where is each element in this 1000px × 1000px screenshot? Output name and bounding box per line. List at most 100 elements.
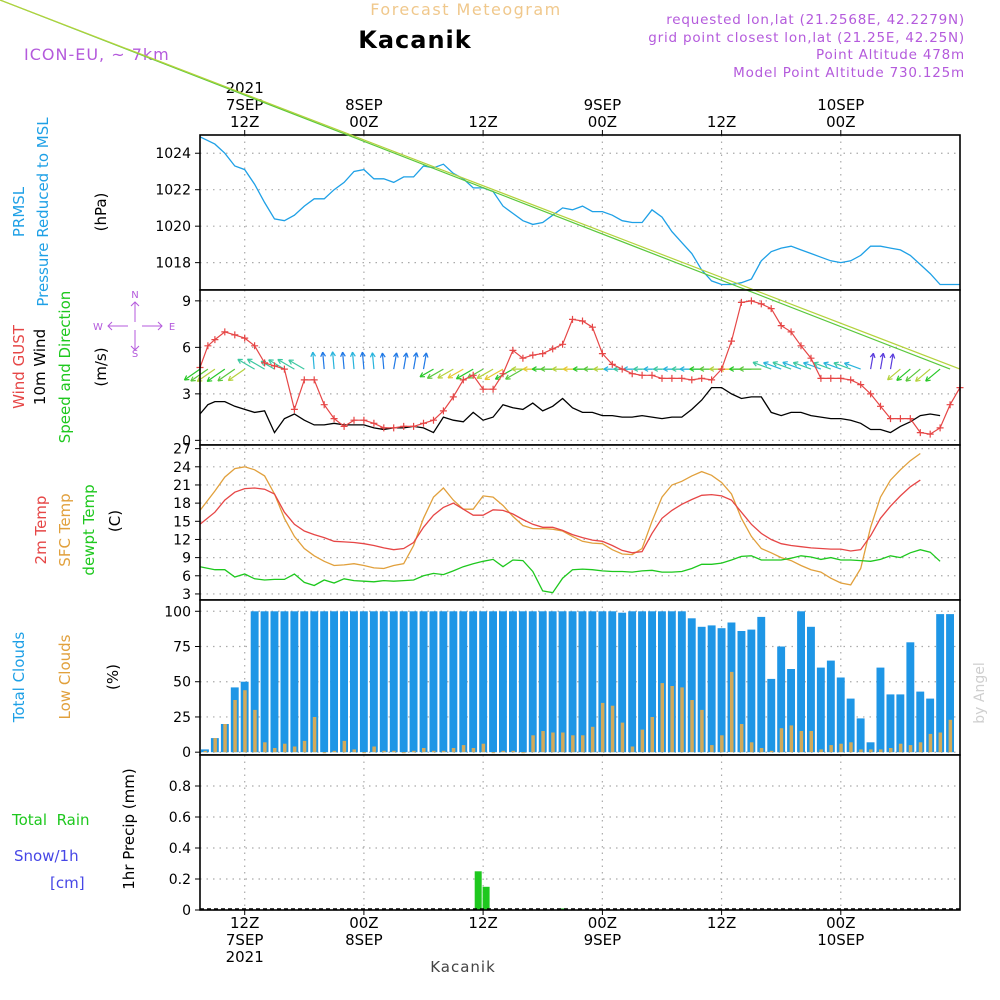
wind-arrow-head — [330, 351, 336, 357]
wind-gust-marker — [360, 416, 368, 424]
wind-arrow-head — [393, 352, 399, 358]
wind-panel: 9 6 3 0 — [0, 0, 964, 449]
wind-arrow-head — [813, 361, 819, 368]
wind-gust-marker — [350, 416, 358, 424]
wind-arrow-head — [643, 366, 649, 372]
wind-arrow-head — [422, 352, 429, 358]
y-tick-label: 0 — [182, 433, 191, 449]
low-clouds-bar — [620, 722, 625, 753]
low-clouds-bar — [879, 749, 883, 753]
total-clouds-bar — [568, 611, 577, 753]
low-clouds-bar — [849, 742, 853, 753]
wind-arrow-head — [833, 361, 839, 368]
wind-arrow-head — [689, 366, 695, 372]
snow-unit-label: [cm] — [50, 874, 85, 892]
low-clouds-bar — [203, 750, 207, 753]
gridpoint-coords: grid point closest lon,lat (21.25E, 42.2… — [648, 30, 965, 46]
low-clouds-bar — [690, 700, 694, 753]
wind-speed-direction-label: Speed and Direction — [56, 291, 74, 444]
wind-arrow — [752, 361, 772, 370]
wind-gust-marker — [698, 374, 706, 382]
total-clouds-bar — [886, 694, 895, 753]
wind-gust-marker — [211, 336, 219, 344]
wind-arrow — [422, 352, 427, 370]
total-clouds-bar — [707, 625, 716, 753]
low-clouds-bar — [461, 745, 466, 753]
total-clouds-bar — [350, 611, 358, 753]
low-clouds-bar — [670, 686, 674, 753]
wind-gust-marker — [588, 323, 596, 331]
total-clouds-bar — [767, 678, 776, 753]
total-clouds-bar — [926, 698, 935, 753]
wind-gust-marker — [638, 371, 646, 379]
total-clouds-bar — [658, 611, 666, 753]
wind-gust-marker — [688, 376, 696, 384]
wind-gust-marker — [529, 351, 537, 359]
wind-arrow-head — [511, 366, 517, 372]
bottom-time-label: 7SEP — [226, 931, 264, 949]
temp-unit-label: (C) — [106, 510, 124, 532]
panel-background — [200, 135, 960, 290]
precip-panel: 0.8 0.6 0.4 0.2 0 — [169, 754, 961, 919]
wind-gust-marker — [310, 376, 318, 384]
wind-gust-marker — [340, 422, 348, 430]
total-clouds-bar — [260, 611, 269, 753]
compass-north: N — [131, 290, 138, 301]
wind-arrow — [403, 352, 408, 370]
wind-arrow-head — [412, 352, 419, 358]
wind-gust-markers — [197, 297, 964, 438]
pressure-msl-label: Pressure Reduced to MSL — [34, 117, 52, 307]
top-time-label: 00Z — [826, 113, 855, 131]
wind-arrow — [915, 368, 931, 382]
panel-background — [200, 445, 960, 600]
snow-label: Snow/1h — [14, 847, 79, 865]
low-clouds-bar — [759, 748, 764, 753]
wind-gust-marker — [579, 317, 586, 325]
y-tick-label: 21 — [173, 478, 191, 494]
wind-arrow-head — [739, 366, 744, 372]
total-clouds-bar — [528, 611, 537, 753]
wind-gust-marker — [916, 429, 924, 437]
y-tick-label: 9 — [182, 551, 191, 567]
wind-gust-marker — [390, 424, 398, 432]
low-clouds-bar — [660, 683, 664, 753]
y-tick-label: 1020 — [155, 219, 191, 235]
wind-gust-marker — [767, 305, 775, 313]
wind-gust-marker — [648, 371, 656, 379]
low-clouds-bar — [908, 745, 913, 753]
wind-gust-marker — [906, 415, 914, 423]
compass-west: W — [93, 322, 103, 333]
top-time-label: 9SEP — [584, 96, 622, 114]
total-clouds-bar — [369, 611, 378, 753]
total-clouds-label: Total Clouds — [10, 632, 28, 724]
wind-arrow-head — [426, 373, 433, 379]
low-clouds-bar — [710, 745, 714, 753]
clouds-unit-label: (%) — [104, 664, 122, 690]
wind-arrow — [887, 368, 901, 381]
wind-arrow-head — [206, 376, 213, 382]
wind-arrow — [889, 353, 894, 370]
top-time-label: 2021 — [226, 79, 264, 97]
bottom-time-label: 2021 — [226, 948, 264, 966]
wind-gust-marker — [807, 354, 815, 362]
wind-arrow — [332, 351, 335, 370]
total-clouds-bar — [469, 611, 478, 753]
y-tick-label: 1022 — [155, 183, 191, 199]
y-tick-label: 50 — [173, 675, 191, 691]
wind-arrow — [217, 368, 236, 382]
wind-gust-marker — [877, 402, 884, 410]
wind-arrow — [361, 352, 365, 370]
total-clouds-bars — [201, 611, 954, 753]
wind-arrow-head — [869, 352, 876, 359]
total-clouds-bar — [359, 611, 368, 753]
total-clouds-bar — [826, 660, 835, 753]
y-tick-label: 0 — [182, 745, 191, 761]
low-clouds-bar — [302, 740, 307, 753]
wind-arrow-head — [217, 376, 223, 382]
total-clouds-bar — [618, 612, 627, 753]
requested-coords: requested lon,lat (21.2568E, 42.2279N) — [666, 12, 965, 28]
low-clouds-bar — [739, 724, 744, 753]
forecast-meteogram-title: Forecast Meteogram — [370, 0, 561, 19]
total-clouds-bar — [916, 691, 925, 753]
